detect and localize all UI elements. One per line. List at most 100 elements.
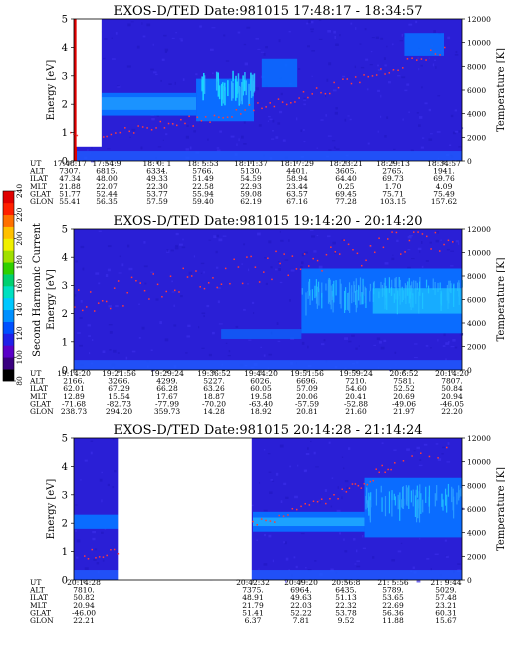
band-streak	[329, 279, 331, 305]
table-cell: 1941.	[433, 167, 454, 176]
y-tick-label: 4	[62, 43, 68, 54]
table-cell: 60.31	[435, 608, 456, 617]
upper-patch	[261, 58, 298, 88]
temperature-point	[365, 259, 367, 262]
texture-cell	[76, 539, 81, 543]
texture-cell	[235, 325, 239, 328]
table-cell: 20:49:20	[284, 578, 318, 587]
temperature-point	[308, 265, 310, 267]
texture-cell	[344, 337, 349, 340]
y2-tick-label: 12000	[467, 434, 491, 443]
y2-tick-label: 4000	[467, 319, 486, 328]
band-streak	[365, 495, 367, 510]
texture-cell	[289, 299, 291, 302]
texture-cell	[319, 501, 321, 504]
table-cell: 18: 0: 1	[143, 159, 172, 168]
temperature-point	[373, 251, 376, 254]
colorbar-tick-label: 140	[15, 302, 24, 317]
band-streak	[344, 290, 346, 314]
temperature-point	[299, 268, 302, 271]
texture-cell	[453, 241, 456, 244]
temperature-point	[226, 116, 229, 119]
texture-cell	[126, 244, 130, 248]
table-row-label: GLON	[30, 616, 54, 625]
temperature-point	[81, 309, 84, 312]
table-row-label: ILAT	[30, 174, 48, 183]
table-cell: 5789.	[382, 586, 403, 595]
low-energy-strip	[74, 570, 462, 580]
texture-cell	[268, 534, 272, 538]
texture-cell	[318, 265, 323, 269]
temperature-point	[337, 86, 340, 89]
temperature-point	[117, 552, 120, 555]
temperature-point	[300, 505, 302, 508]
table-cell: 20.81	[296, 407, 317, 416]
texture-cell	[282, 139, 286, 142]
table-cell: 53.65	[382, 593, 404, 602]
table-row-label: MLT	[30, 392, 47, 401]
texture-cell	[293, 556, 296, 559]
temperature-point	[188, 115, 190, 118]
temperature-point	[231, 116, 233, 118]
texture-cell	[209, 48, 214, 51]
texture-cell	[434, 553, 439, 555]
texture-cell	[326, 235, 331, 238]
energy-band	[221, 268, 463, 339]
temperature-point	[274, 521, 276, 523]
band-streak	[432, 278, 434, 290]
texture-cell	[341, 496, 343, 500]
texture-cell	[185, 135, 189, 139]
texture-cell	[346, 486, 350, 490]
table-cell: 50.82	[73, 593, 95, 602]
texture-cell	[171, 37, 175, 39]
temperature-point	[74, 306, 76, 308]
colorbar-tick-label: 80	[15, 376, 24, 386]
band-streak	[301, 288, 303, 295]
texture-cell	[356, 565, 361, 568]
band-streak	[402, 486, 404, 509]
temperature-point	[218, 116, 220, 118]
temperature-point	[233, 258, 235, 261]
temperature-point	[248, 104, 251, 106]
panel-title: EXOS-D/TED Date:981015 20:14:28 - 21:14:…	[113, 423, 422, 438]
table-cell: 20:14:20	[435, 369, 469, 378]
texture-cell	[450, 250, 455, 252]
table-cell: 19:21:56	[102, 369, 136, 378]
texture-cell	[260, 51, 265, 53]
texture-cell	[189, 146, 192, 150]
texture-cell	[162, 139, 164, 141]
texture-cell	[458, 146, 462, 148]
enhanced-streak	[239, 86, 241, 104]
texture-cell	[117, 85, 121, 88]
texture-cell	[377, 89, 380, 92]
table-cell: 4401.	[286, 167, 307, 176]
texture-cell	[208, 353, 212, 357]
texture-cell	[279, 230, 281, 233]
texture-cell	[376, 337, 381, 340]
temperature-point	[408, 239, 411, 242]
band-streak	[416, 485, 418, 498]
temperature-point	[352, 248, 354, 251]
texture-cell	[144, 282, 147, 285]
texture-cell	[401, 76, 406, 79]
texture-cell	[307, 345, 309, 349]
band-streak	[399, 492, 401, 511]
texture-cell	[364, 28, 367, 31]
texture-cell	[348, 340, 352, 343]
enhanced-streak	[215, 71, 218, 91]
texture-cell	[102, 559, 105, 562]
texture-cell	[442, 345, 446, 347]
table-cell: 49.63	[290, 593, 312, 602]
texture-cell	[271, 480, 275, 482]
temperature-point	[295, 508, 298, 511]
temperature-point	[428, 455, 431, 458]
temperature-point	[229, 282, 231, 285]
texture-cell	[294, 495, 298, 499]
texture-cell	[136, 45, 140, 49]
texture-cell	[200, 262, 205, 265]
table-cell: 22.69	[382, 601, 404, 610]
texture-cell	[198, 326, 200, 329]
y-tick-label: 3	[62, 490, 68, 501]
texture-cell	[140, 146, 143, 150]
table-cell: 19:36:52	[197, 369, 231, 378]
